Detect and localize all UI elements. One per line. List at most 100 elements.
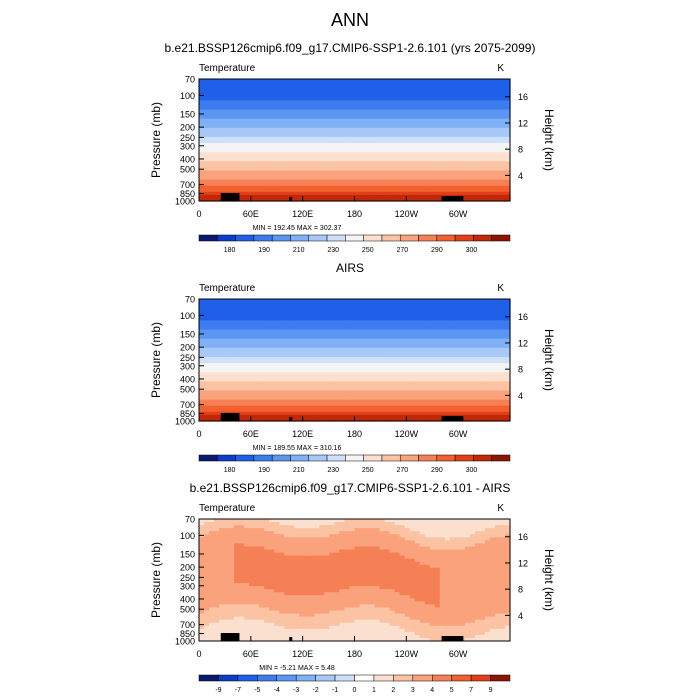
field-cell — [364, 112, 371, 117]
field-cell — [294, 127, 300, 132]
field-cell — [309, 299, 315, 303]
field-cell — [254, 191, 260, 196]
field-cell — [239, 100, 245, 104]
field-cell — [419, 179, 426, 184]
field-cell — [404, 164, 411, 169]
field-cell — [284, 341, 290, 346]
field-cell — [434, 91, 441, 95]
field-cell — [294, 314, 300, 318]
field-cell — [439, 393, 446, 398]
field-cell — [344, 152, 351, 156]
field-cell — [504, 185, 511, 190]
field-cell — [439, 121, 446, 126]
field-cell — [389, 396, 396, 401]
field-cell — [209, 302, 215, 306]
field-cell — [284, 173, 290, 178]
field-cell — [299, 124, 305, 129]
field-cell — [409, 79, 416, 83]
field-cell — [354, 414, 361, 419]
field-cell — [404, 130, 411, 135]
field-cell — [359, 182, 366, 187]
field-cell — [469, 97, 476, 101]
field-cell — [239, 411, 245, 416]
field-cell — [249, 408, 255, 413]
field-cell — [384, 402, 391, 407]
field-cell — [294, 375, 300, 379]
field-cell — [424, 85, 431, 89]
field-cell — [264, 326, 270, 331]
field-cell — [454, 188, 461, 193]
field-cell — [384, 143, 391, 147]
field-cell — [414, 182, 421, 187]
field-cell — [274, 308, 280, 312]
field-cell — [359, 103, 366, 108]
field-cell — [229, 308, 235, 312]
field-cell — [239, 341, 245, 346]
field-cell — [304, 338, 310, 343]
field-cell — [239, 194, 245, 199]
field-cell — [339, 347, 346, 352]
colorbar-label: 300 — [466, 247, 478, 254]
field-cell — [324, 167, 331, 172]
field-cell — [499, 133, 506, 138]
field-cell — [239, 320, 245, 324]
field-cell — [389, 161, 396, 165]
field-cell — [344, 133, 351, 138]
field-cell — [349, 402, 356, 407]
field-cell — [329, 344, 336, 349]
field-cell — [209, 158, 215, 162]
field-cell — [309, 164, 315, 169]
field-cell — [369, 366, 376, 370]
field-cell — [294, 133, 300, 138]
field-cell — [454, 133, 461, 138]
field-cell — [439, 91, 446, 95]
field-cell — [214, 360, 220, 364]
field-cell — [299, 338, 305, 343]
field-cell — [349, 118, 356, 123]
field-cell — [394, 94, 401, 98]
field-cell — [249, 305, 255, 309]
field-cell — [314, 149, 320, 153]
field-cell — [204, 369, 210, 373]
field-cell — [409, 133, 416, 138]
field-cell — [279, 158, 285, 162]
field-cell — [389, 173, 396, 178]
field-cell — [259, 350, 265, 355]
field-cell — [254, 115, 260, 120]
field-cell — [249, 94, 255, 98]
field-cell — [324, 375, 331, 379]
field-cell — [374, 155, 381, 159]
field-cell — [424, 191, 431, 196]
field-cell — [389, 387, 396, 392]
field-cell — [359, 347, 366, 352]
field-cell — [299, 387, 305, 392]
field-cell — [399, 88, 406, 92]
field-cell — [274, 414, 280, 419]
field-cell — [369, 408, 376, 413]
field-cell — [474, 185, 481, 190]
field-cell — [254, 308, 260, 312]
field-cell — [304, 414, 310, 419]
field-cell — [324, 106, 331, 111]
field-cell — [344, 335, 351, 340]
field-cell — [199, 118, 205, 123]
field-cell — [449, 176, 456, 181]
field-cell — [339, 173, 346, 178]
field-cell — [199, 393, 205, 398]
field-cell — [349, 136, 356, 141]
field-cell — [389, 320, 396, 324]
field-cell — [249, 127, 255, 132]
field-cell — [289, 411, 295, 416]
field-cell — [314, 161, 320, 165]
field-cell — [244, 350, 250, 355]
field-cell — [359, 323, 366, 328]
field-cell — [379, 360, 386, 364]
field-cell — [234, 332, 240, 337]
field-cell — [419, 124, 426, 129]
field-cell — [359, 326, 366, 331]
field-cell — [299, 82, 305, 86]
field-cell — [309, 378, 315, 382]
field-cell — [274, 109, 280, 114]
field-cell — [454, 94, 461, 98]
field-cell — [349, 350, 356, 355]
